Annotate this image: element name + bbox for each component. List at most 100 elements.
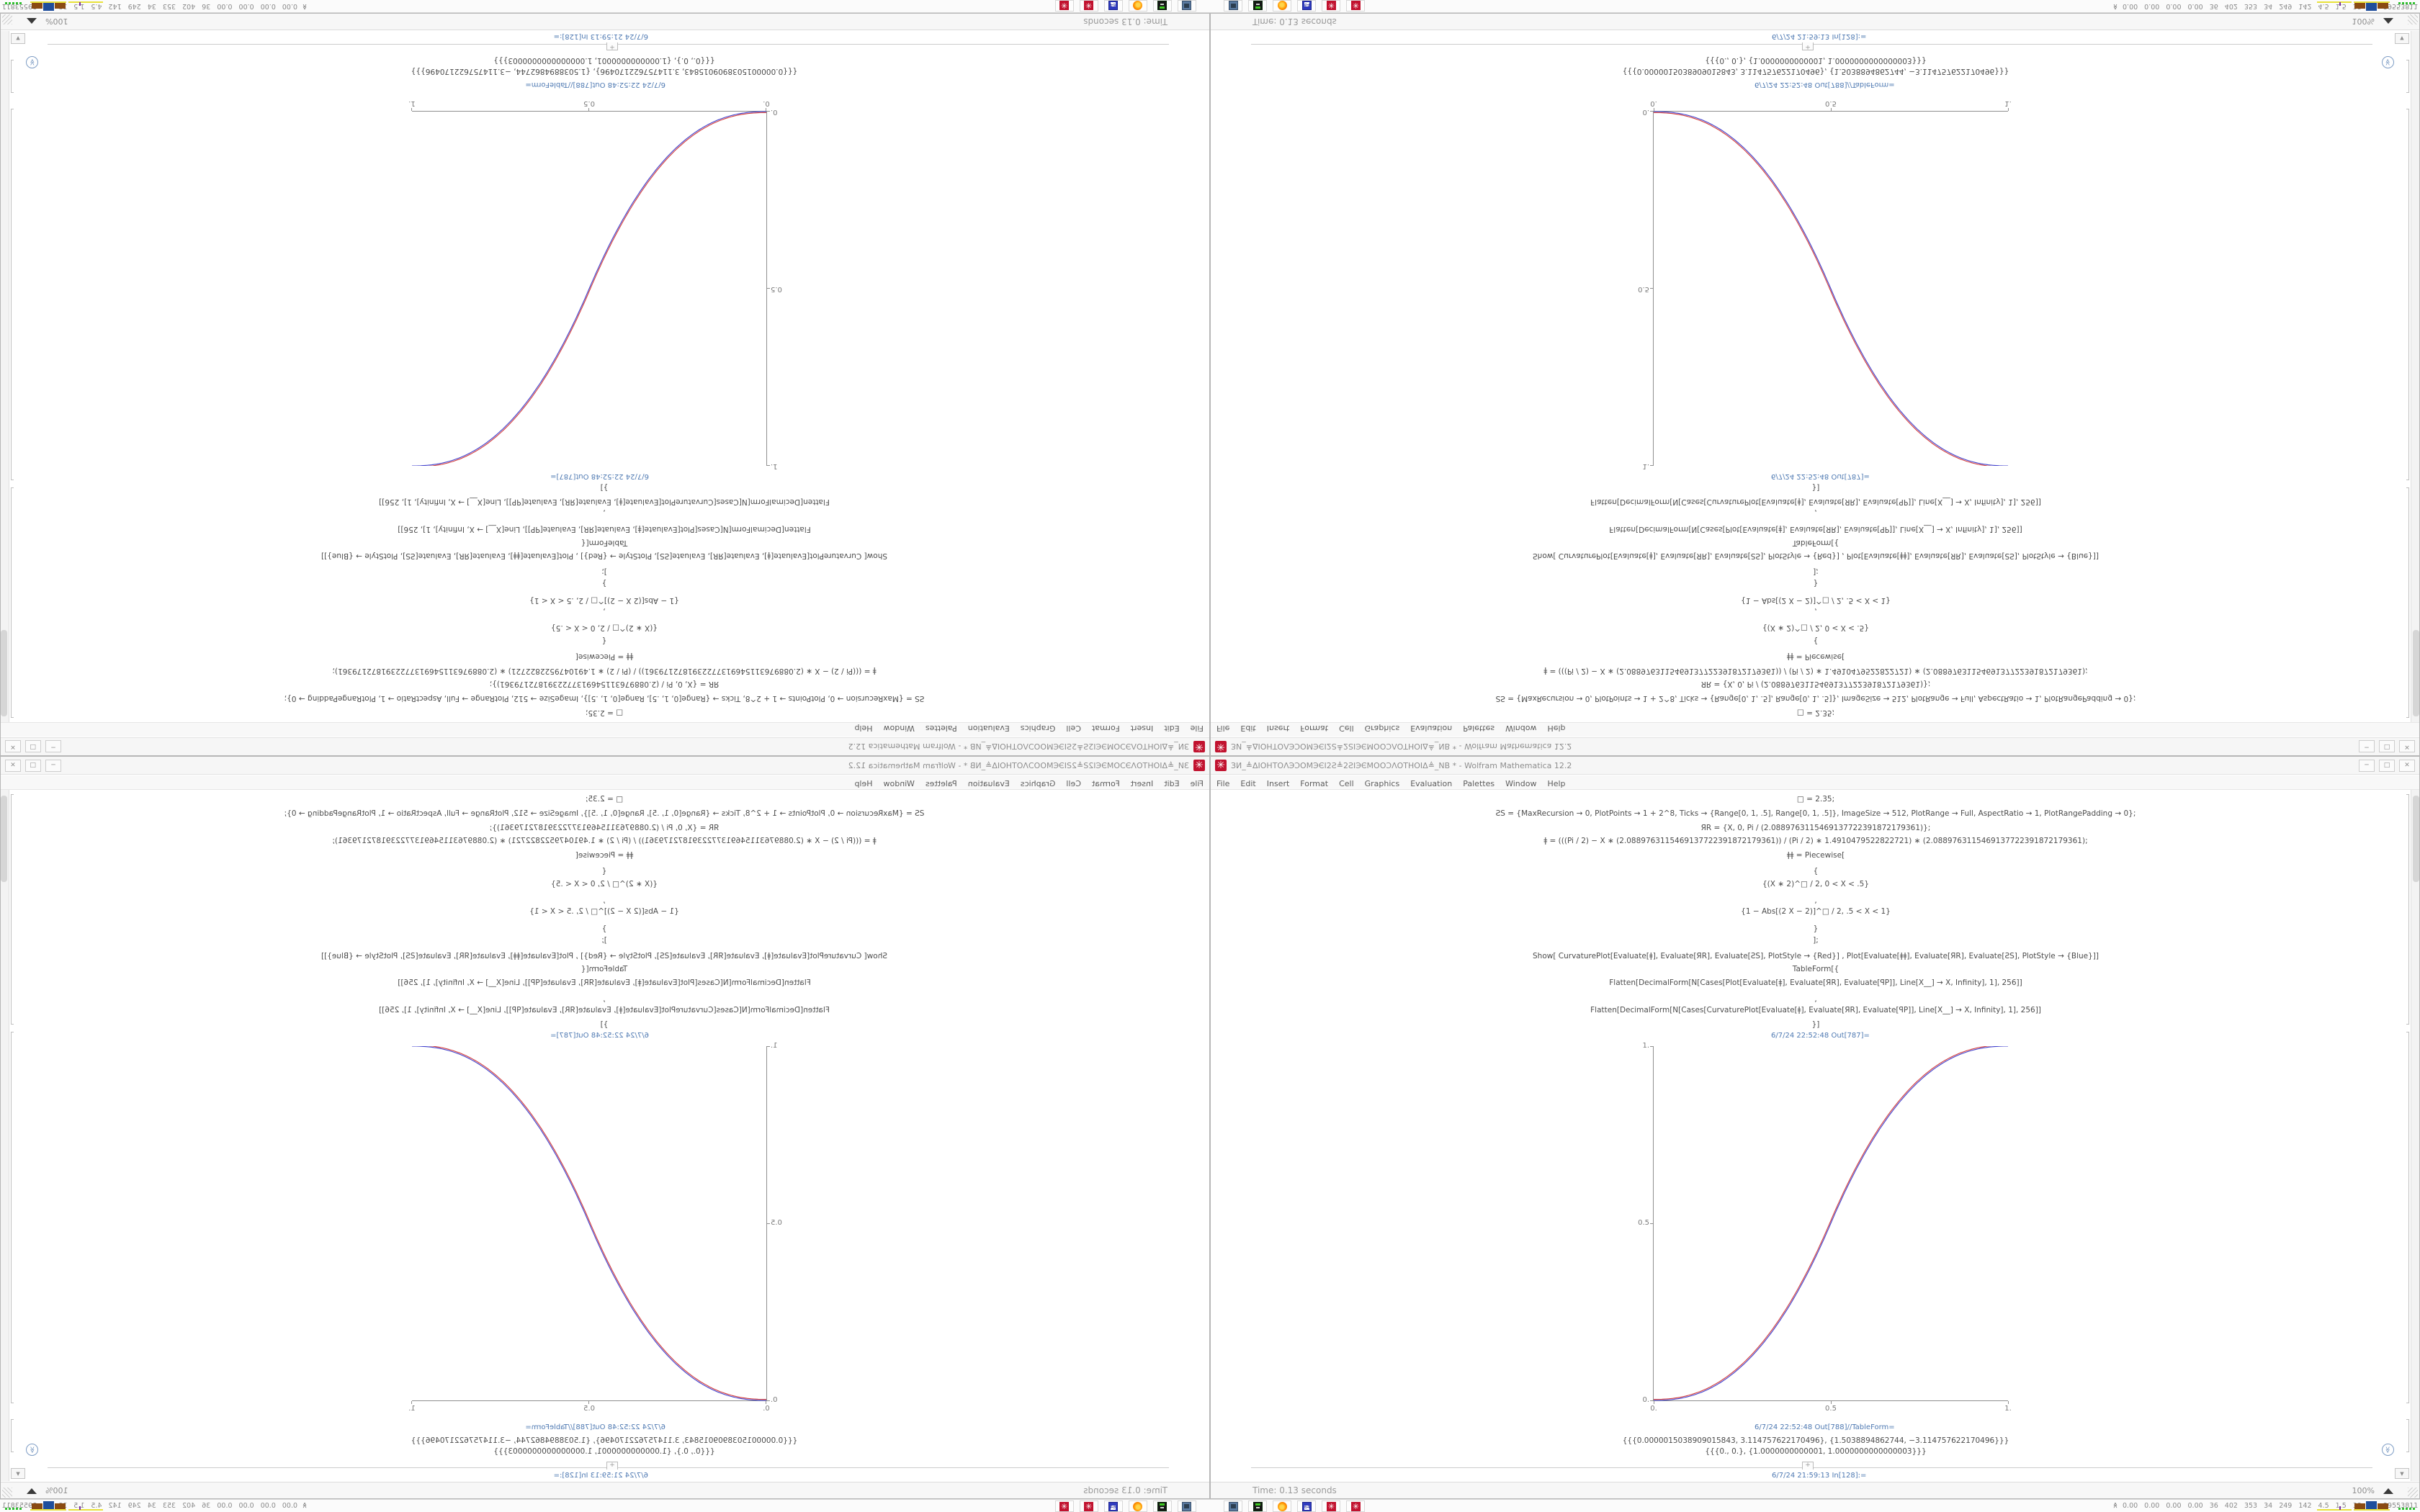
out788-cell-bracket[interactable] (2406, 1419, 2409, 1452)
mathematica-icon[interactable] (1322, 0, 1340, 12)
code-line[interactable]: { (601, 636, 607, 645)
floppy64-icon[interactable] (1104, 0, 1123, 12)
mathematica-icon[interactable] (1346, 1500, 1365, 1512)
menu-item[interactable]: Evaluation (967, 724, 1010, 733)
code-line[interactable]: } (1813, 924, 1819, 933)
title-bar[interactable]: ✳ ЗИ_≜ΔΙΟΗΤΟΛЭϽΟΜЭЄΙ2Ƨ≜2ƧΙЭЄΜΟΟϽΛΟΤΗΟΙΔ≜… (1, 737, 1209, 755)
menu-item[interactable]: Edit (1240, 779, 1256, 788)
code-line[interactable]: Flatten[DecimalForm[N[Cases[CurvaturePlo… (379, 1006, 830, 1014)
menu-item[interactable]: Help (854, 724, 873, 733)
menu-item[interactable]: Format (1091, 779, 1120, 788)
menu-item[interactable]: Graphics (1364, 779, 1400, 788)
code-line[interactable]: ]; (601, 936, 607, 945)
code-line[interactable]: {1 − Abs[(2 X − 2)]^□ / 2, .5 < X < 1} (1741, 907, 1891, 916)
cell-dropdown-button[interactable]: ▼ (11, 33, 25, 44)
code-line[interactable]: {1 − Abs[(2 X − 2)]^□ / 2, .5 < X < 1} (529, 907, 679, 916)
code-line[interactable]: Show[ CurvaturePlot[Evaluate[ǂ], Evaluat… (321, 552, 887, 560)
code-line[interactable]: { (1813, 867, 1819, 876)
code-line[interactable]: ǂǂ = Piecewise[ (1786, 652, 1845, 661)
input-cell-bracket[interactable] (11, 487, 14, 718)
menu-item[interactable]: File (1216, 724, 1230, 733)
code-line[interactable]: , (1814, 607, 1817, 616)
close-button[interactable]: ✕ (2399, 740, 2415, 752)
zoom-level[interactable]: 100% (45, 17, 68, 26)
firefox-icon[interactable] (1273, 0, 1291, 12)
mathematica-icon[interactable] (1055, 1500, 1074, 1512)
code-line[interactable]: , (1814, 995, 1817, 1004)
zoom-dropdown-icon[interactable] (27, 1488, 37, 1494)
menu-item[interactable]: Edit (1164, 779, 1180, 788)
code-line[interactable]: ]; (1813, 567, 1819, 576)
menu-item[interactable]: Window (883, 724, 915, 733)
mathematica-icon[interactable] (1055, 0, 1074, 12)
floppy64-icon[interactable] (1104, 1500, 1123, 1512)
drive-icon[interactable] (1248, 1500, 1267, 1512)
maximize-button[interactable]: □ (25, 760, 41, 772)
drive-icon[interactable] (1153, 0, 1172, 12)
zoom-dropdown-icon[interactable] (2383, 1488, 2393, 1494)
screentool-icon[interactable] (1224, 1500, 1242, 1512)
out788-cell-bracket[interactable] (11, 1419, 14, 1452)
firefox-icon[interactable] (1273, 1500, 1291, 1512)
minimize-button[interactable]: ─ (2359, 740, 2375, 752)
code-line[interactable]: Show[ CurvaturePlot[Evaluate[ǂ], Evaluat… (321, 952, 887, 960)
code-line[interactable]: ƧS = {MaxRecursion → 0, PlotPoints → 1 +… (1495, 694, 2136, 703)
code-line[interactable]: } (1813, 579, 1819, 588)
menu-item[interactable]: Help (854, 779, 873, 788)
floppy64-icon[interactable] (1297, 1500, 1316, 1512)
menu-item[interactable]: Edit (1240, 724, 1256, 733)
zoom-dropdown-icon[interactable] (2383, 18, 2393, 24)
minimize-button[interactable]: ─ (45, 760, 61, 772)
scrollbar-thumb[interactable] (1, 630, 7, 716)
input-cell-bracket[interactable] (2406, 794, 2409, 1025)
menu-item[interactable]: Window (1505, 779, 1537, 788)
menu-item[interactable]: Graphics (1020, 779, 1056, 788)
code-line[interactable]: Flatten[DecimalForm[N[Cases[CurvaturePlo… (1590, 498, 2041, 506)
vertical-scrollbar[interactable] (2411, 31, 2420, 722)
code-line[interactable]: TableForm[{ (1792, 539, 1839, 547)
code-line[interactable]: Flatten[DecimalForm[N[Cases[CurvaturePlo… (1590, 1006, 2041, 1014)
code-line[interactable]: Flatten[DecimalForm[N[Cases[Plot[Evaluat… (1609, 525, 2022, 534)
code-line[interactable]: Flatten[DecimalForm[N[Cases[Plot[Evaluat… (398, 525, 811, 534)
code-line[interactable]: ƧS = {MaxRecursion → 0, PlotPoints → 1 +… (1495, 809, 2136, 818)
screentool-icon[interactable] (1224, 0, 1242, 12)
minimize-button[interactable]: ─ (45, 740, 61, 752)
code-line[interactable]: ǂ = (((Pi / 2) − X ∗ (2.0889763115469137… (332, 667, 877, 675)
menu-item[interactable]: Palettes (1463, 724, 1495, 733)
menu-item[interactable]: File (1190, 779, 1204, 788)
maximize-button[interactable]: □ (2379, 760, 2395, 772)
menu-item[interactable]: Format (1300, 779, 1329, 788)
firefox-icon[interactable] (1129, 1500, 1147, 1512)
code-line[interactable]: {(X ∗ 2)^□ / 2, 0 < X < .5} (550, 624, 658, 632)
code-line[interactable]: {(X ∗ 2)^□ / 2, 0 < X < .5} (550, 880, 658, 888)
code-line[interactable]: ƧS = {MaxRecursion → 0, PlotPoints → 1 +… (284, 694, 925, 703)
close-button[interactable]: ✕ (5, 760, 21, 772)
code-line[interactable]: , (603, 607, 606, 616)
code-line[interactable]: ЯR = {X, 0, Pi / (2.08897631154691377223… (489, 824, 720, 832)
code-line[interactable]: □ = 2.35; (1796, 708, 1835, 717)
code-line[interactable]: } (601, 579, 607, 588)
mathematica-icon[interactable] (1080, 0, 1098, 12)
code-line[interactable]: {(X ∗ 2)^□ / 2, 0 < X < .5} (1762, 624, 1870, 632)
out787-cell-bracket[interactable] (11, 1032, 14, 1403)
menu-item[interactable]: Window (883, 779, 915, 788)
menu-item[interactable]: Evaluation (1410, 779, 1453, 788)
out788-cell-bracket[interactable] (11, 60, 14, 93)
code-line[interactable]: { (1813, 636, 1819, 645)
resize-grip[interactable] (2, 14, 12, 24)
collapse-chevron-button[interactable]: ≪ (26, 56, 38, 68)
insert-cell-plus-button[interactable]: + (1802, 42, 1814, 50)
code-line[interactable]: ǂǂ = Piecewise[ (1786, 851, 1845, 860)
code-line[interactable]: }] (1811, 483, 1820, 492)
zoom-level[interactable]: 100% (45, 1486, 68, 1495)
scrollbar-thumb[interactable] (2413, 796, 2419, 882)
input-cell-bracket[interactable] (11, 794, 14, 1025)
code-line[interactable]: , (603, 995, 606, 1004)
code-line[interactable]: Show[ CurvaturePlot[Evaluate[ǂ], Evaluat… (1533, 952, 2099, 960)
menu-item[interactable]: Help (1547, 724, 1566, 733)
menu-item[interactable]: Graphics (1364, 724, 1400, 733)
code-line[interactable]: {(X ∗ 2)^□ / 2, 0 < X < .5} (1762, 880, 1870, 888)
vertical-scrollbar[interactable] (0, 31, 9, 722)
menu-item[interactable]: Cell (1066, 779, 1081, 788)
collapse-chevron-button[interactable]: ≪ (2382, 1444, 2394, 1456)
